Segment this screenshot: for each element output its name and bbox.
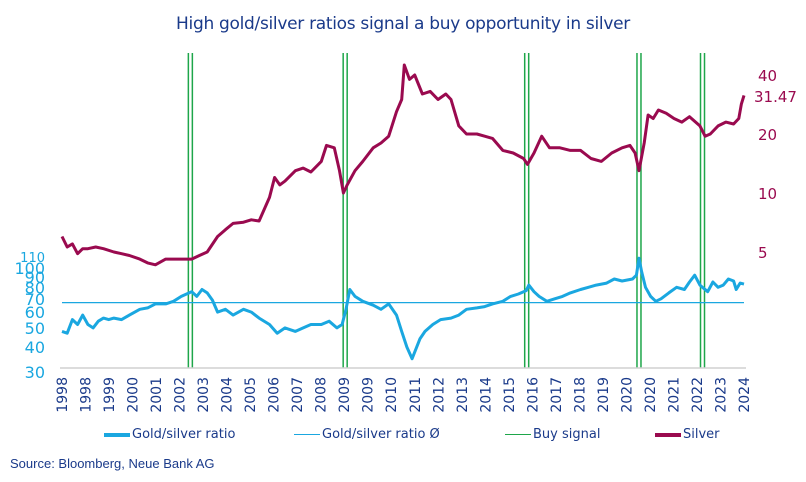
right-axis-tick-label: 40 [758, 67, 777, 85]
x-axis-tick-label: 2019 [596, 377, 612, 413]
left-axis-tick-label: 80 [25, 278, 45, 297]
x-axis-tick-label: 2000 [126, 377, 142, 413]
x-axis-tick-label: 2009 [337, 377, 353, 413]
left-axis-tick-label: 60 [25, 303, 45, 322]
x-axis-tick-label: 2002 [173, 377, 189, 413]
x-axis-tick-label: 2021 [666, 377, 682, 413]
x-axis-tick-label: 2016 [525, 377, 541, 413]
silver-last-value-label: 31.47 [754, 88, 797, 106]
x-axis-tick-label: 2022 [690, 377, 706, 413]
x-axis-tick-label: 2020 [619, 377, 635, 413]
x-axis-tick-label: 2013 [455, 377, 471, 413]
x-axis-tick-label: 2017 [549, 377, 565, 413]
legend-swatch-buy-signal [505, 433, 531, 436]
x-axis-tick-label: 2001 [149, 377, 165, 413]
chart-title: High gold/silver ratios signal a buy opp… [176, 14, 630, 34]
x-axis-tick-label: 2005 [243, 377, 259, 413]
gold-silver-ratio-series-line [61, 256, 745, 361]
x-axis-tick-label: 2018 [572, 377, 588, 413]
x-axis-tick-label: 2015 [502, 377, 518, 413]
right-axis-tick-label: 5 [758, 244, 768, 262]
silver-series-line [60, 63, 746, 267]
right-axis-ticks: 40 20 10 5 31.47 [754, 67, 797, 262]
legend-label: Silver [683, 427, 720, 442]
left-axis-tick-label: 30 [25, 363, 45, 382]
legend-swatch-ratio-average [294, 433, 320, 436]
x-axis-tick-label: 2023 [714, 377, 730, 413]
right-axis-tick-label: 20 [758, 126, 777, 144]
left-axis-tick-label: 100 [14, 259, 45, 278]
x-axis-tick-label: 2011 [408, 377, 424, 413]
x-axis-tick-label: 1998 [55, 377, 71, 413]
x-axis-tick-label: 2010 [384, 377, 400, 413]
x-axis-tick-label: 1999 [102, 377, 118, 413]
left-axis-tick-label: 110 [20, 251, 45, 266]
x-axis-tick-label: 2003 [196, 377, 212, 413]
left-axis-tick-label: 90 [25, 268, 45, 287]
legend-swatch-silver [655, 432, 681, 437]
x-axis-tick-label: 2008 [314, 377, 330, 413]
left-axis-tick-label: 40 [25, 338, 45, 357]
x-axis-tick-label: 1998 [79, 377, 95, 413]
x-axis-tick-label: 2004 [220, 377, 236, 413]
right-axis-tick-label: 10 [758, 185, 777, 203]
legend-label: Gold/silver ratio [132, 427, 236, 442]
x-axis-ticks: 1998 1998 1999 2000 2001 2002 2003 2004 2005 2006… [55, 377, 753, 413]
x-axis-tick-label: 2020 [643, 377, 659, 413]
legend-label: Buy signal [533, 427, 601, 442]
legend: Gold/silver ratio Gold/silver ratio Ø Bu… [0, 427, 806, 445]
legend-item-gold-silver-ratio-average: Gold/silver ratio Ø [294, 427, 440, 442]
legend-item-buy-signal: Buy signal [505, 427, 600, 442]
legend-item-silver: Silver [655, 427, 720, 442]
left-axis-tick-label: 70 [25, 290, 45, 309]
x-axis-tick-label: 2024 [737, 377, 753, 413]
x-axis-tick-label: 2014 [478, 377, 494, 413]
x-axis-tick-label: 2012 [431, 377, 447, 413]
legend-swatch-ratio [104, 432, 130, 437]
left-axis-tick-label: 50 [25, 319, 45, 338]
x-axis-tick-label: 2007 [290, 377, 306, 413]
x-axis-tick-label: 2009 [361, 377, 377, 413]
legend-item-gold-silver-ratio: Gold/silver ratio [104, 427, 235, 442]
x-axis-tick-label: 2006 [267, 377, 283, 413]
source-note: Source: Bloomberg, Neue Bank AG [10, 456, 215, 471]
legend-label: Gold/silver ratio Ø [322, 427, 440, 442]
